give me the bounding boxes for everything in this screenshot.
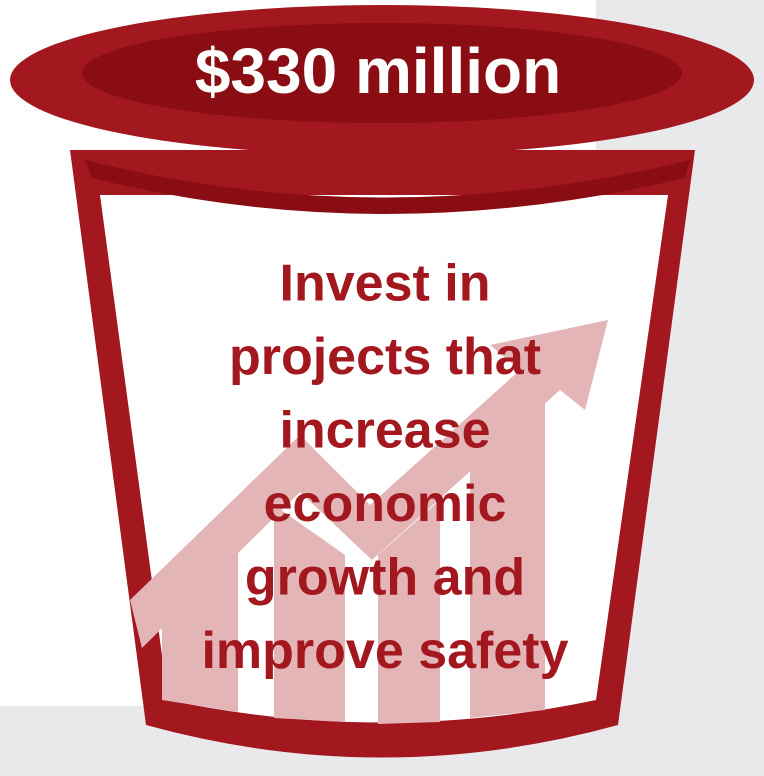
- amount: $330 million: [195, 35, 561, 107]
- rim-shadow: [85, 160, 690, 214]
- growth-graphic: [130, 320, 608, 724]
- graphic-bar: [378, 500, 440, 724]
- description-line: improve safety: [201, 622, 568, 680]
- graphic-bar: [162, 530, 238, 712]
- graphic-arrow: [130, 320, 608, 648]
- bucket-opening: [82, 23, 682, 123]
- description-line: growth and: [245, 549, 525, 607]
- description-line: Invest in: [280, 255, 491, 313]
- description-line: projects that: [229, 328, 541, 386]
- graphic-bar: [274, 505, 345, 722]
- description-line: economic: [264, 475, 507, 533]
- description: Invest in projects that increase economic gr…: [201, 255, 568, 681]
- graphic-bar: [470, 400, 545, 718]
- description-line: increase: [279, 402, 490, 460]
